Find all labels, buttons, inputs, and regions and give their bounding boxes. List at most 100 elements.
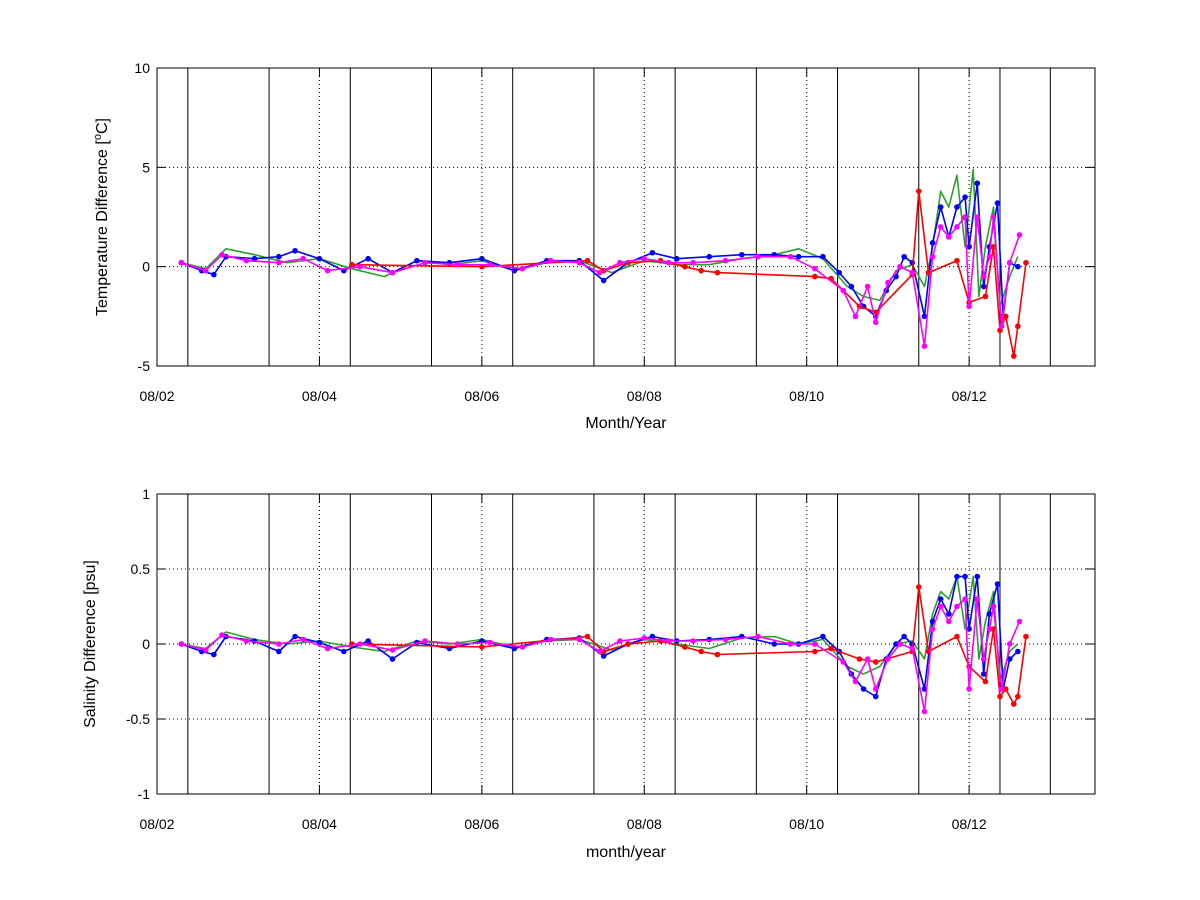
data-point <box>202 647 209 653</box>
data-point <box>795 253 802 260</box>
data-point <box>974 573 981 580</box>
data-point <box>986 626 993 632</box>
data-point <box>1015 648 1021 655</box>
data-point <box>178 641 185 647</box>
data-point <box>211 651 217 658</box>
data-point <box>584 633 591 640</box>
data-point <box>479 644 485 650</box>
series-line <box>181 575 1019 683</box>
data-point <box>479 255 485 262</box>
data-point <box>966 244 972 250</box>
data-point <box>722 636 729 643</box>
series-3 <box>178 596 1023 715</box>
data-point <box>548 636 554 643</box>
data-point <box>738 251 745 258</box>
data-point <box>864 656 871 662</box>
y-tick-label: -5 <box>138 358 151 374</box>
data-point <box>665 259 672 266</box>
data-point <box>954 257 960 264</box>
data-point <box>787 253 794 260</box>
data-point <box>519 265 526 272</box>
data-point <box>673 255 680 262</box>
data-point <box>219 632 225 638</box>
y-tick-label: 10 <box>134 60 150 76</box>
y-tick-label: 0 <box>142 259 150 275</box>
data-point <box>600 653 607 659</box>
data-point <box>885 279 891 286</box>
data-point <box>962 596 968 602</box>
data-point <box>324 645 331 652</box>
data-point <box>852 313 859 320</box>
y-axis-label: Temperature Difference [oC] <box>92 118 111 316</box>
x-tick-label: 08/04 <box>302 388 337 404</box>
data-point <box>178 259 185 266</box>
data-point <box>994 581 1001 587</box>
series-line <box>181 168 1019 308</box>
data-point <box>1015 323 1021 330</box>
x-tick-label: 08/02 <box>139 816 174 832</box>
data-point <box>243 638 250 644</box>
data-point <box>251 255 258 262</box>
series-2 <box>349 188 1029 359</box>
data-point <box>966 686 972 692</box>
data-point <box>986 611 993 617</box>
data-point <box>698 267 704 274</box>
data-point <box>872 686 879 692</box>
data-point <box>982 678 989 685</box>
data-point <box>946 618 952 625</box>
data-point <box>901 253 907 260</box>
data-point <box>848 283 855 290</box>
data-point <box>1010 353 1017 359</box>
x-tick-label: 08/08 <box>627 388 662 404</box>
data-point <box>316 255 323 262</box>
data-point <box>649 249 656 256</box>
data-point <box>836 269 842 276</box>
series-line <box>181 598 1021 713</box>
data-point <box>954 224 960 230</box>
data-point <box>897 263 903 270</box>
data-point <box>921 343 928 349</box>
data-point <box>706 253 713 260</box>
x-tick-label: 08/10 <box>789 816 824 832</box>
data-point <box>820 253 826 260</box>
data-point <box>893 273 899 280</box>
x-tick-label: 08/06 <box>464 816 499 832</box>
data-point <box>1016 232 1023 238</box>
data-point <box>787 641 794 647</box>
y-tick-label: -1 <box>138 786 151 802</box>
data-point <box>812 648 818 655</box>
data-point <box>349 261 355 268</box>
data-point <box>617 638 623 644</box>
data-point <box>852 678 859 685</box>
data-point <box>966 303 972 310</box>
data-point <box>389 647 396 653</box>
data-point <box>893 641 899 647</box>
data-point <box>915 584 922 590</box>
data-point <box>1002 686 1009 692</box>
data-point <box>576 636 583 643</box>
data-point <box>276 641 282 647</box>
x-tick-label: 08/10 <box>789 388 824 404</box>
data-point <box>929 253 936 260</box>
data-point <box>422 638 428 644</box>
data-point <box>487 261 493 268</box>
data-point <box>276 253 282 260</box>
data-point <box>962 194 968 200</box>
x-tick-label: 08/08 <box>627 816 662 832</box>
data-point <box>511 645 518 652</box>
data-point <box>1015 693 1021 700</box>
data-point <box>584 257 591 264</box>
data-point <box>511 267 518 274</box>
data-point <box>625 641 631 647</box>
data-point <box>276 259 282 266</box>
data-point <box>937 204 944 210</box>
data-point <box>1006 259 1013 266</box>
data-point <box>292 633 298 640</box>
series-line <box>181 216 1021 347</box>
data-point <box>365 255 371 262</box>
data-point <box>909 269 916 276</box>
data-point <box>828 645 834 652</box>
data-point <box>860 686 867 692</box>
x-tick-label: 08/02 <box>139 388 174 404</box>
data-point <box>446 645 453 652</box>
